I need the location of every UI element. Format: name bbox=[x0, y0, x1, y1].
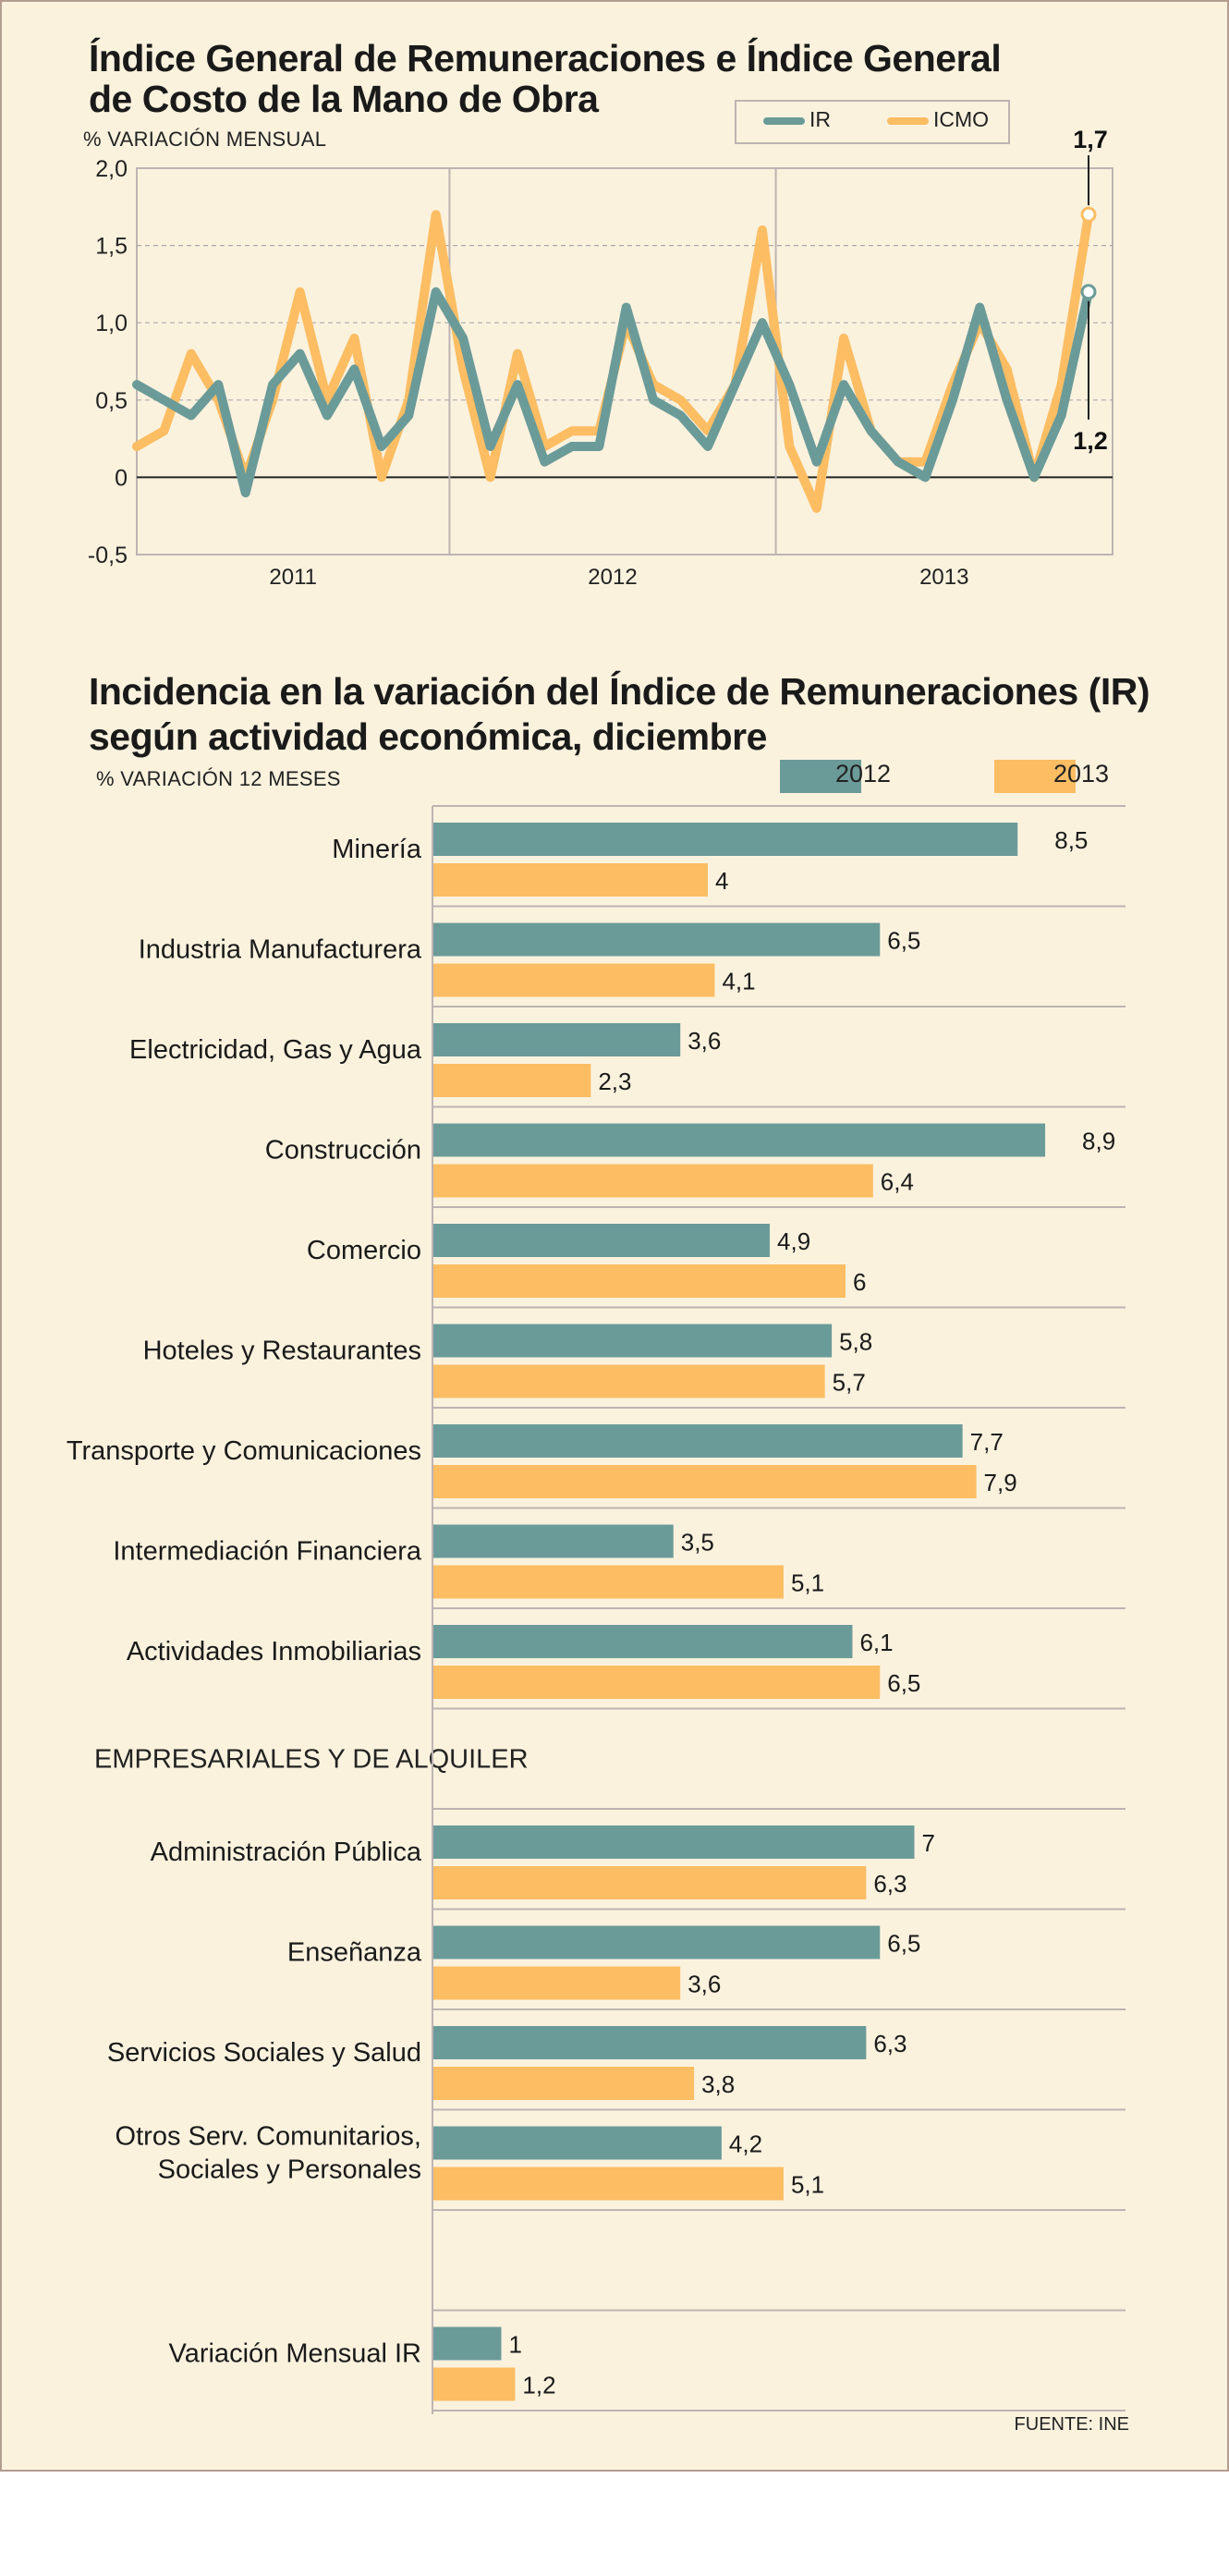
x-year-label: 2013 bbox=[919, 565, 968, 590]
legend-icmo-swatch bbox=[887, 117, 929, 125]
y-tick-label: 2,0 bbox=[95, 156, 128, 182]
icmo-callout-label: 1,7 bbox=[1073, 126, 1108, 153]
series-line-ir bbox=[132, 287, 1093, 498]
legend-ir-label: IR bbox=[809, 107, 831, 131]
line-chart-ylabel: % VARIACIÓN MENSUAL bbox=[83, 128, 327, 151]
bar-chart-xlabel: % VARIACIÓN 12 MESES bbox=[96, 767, 341, 790]
plot-frame bbox=[136, 167, 1113, 555]
ir-callout-label: 1,2 bbox=[1073, 427, 1108, 455]
legend-2013-label: 2013 bbox=[1053, 760, 1110, 787]
legend-2012-label: 2012 bbox=[835, 760, 892, 787]
source-note: FUENTE: INE bbox=[1014, 2414, 1129, 2435]
legend-icmo-label: ICMO bbox=[933, 107, 990, 131]
legend-2012-swatch bbox=[780, 760, 861, 793]
y-tick-label: 1,0 bbox=[95, 311, 128, 336]
y-tick-label: 0,5 bbox=[95, 388, 128, 414]
legend-ir-swatch bbox=[763, 117, 805, 125]
legend-2013-swatch bbox=[994, 760, 1076, 793]
line-chart-title-line2: de Costo de la Mano de Obra bbox=[89, 78, 599, 120]
ir-end-marker bbox=[1080, 284, 1097, 300]
line-chart-title-line1: Índice General de Remuneraciones e Índic… bbox=[89, 37, 1002, 79]
y-tick-label: -0,5 bbox=[88, 543, 128, 568]
y-tick-label: 0 bbox=[115, 465, 128, 491]
icmo-end-marker bbox=[1080, 206, 1097, 223]
x-year-label: 2012 bbox=[588, 565, 637, 590]
x-year-label: 2011 bbox=[269, 565, 317, 590]
bar-chart-title-line1: Incidencia en la variación del Índice de… bbox=[89, 670, 1150, 713]
y-tick-label: 1,5 bbox=[95, 234, 128, 260]
bar-chart-title-line2: según actividad económica, diciembre bbox=[89, 715, 767, 758]
line-chart: -0,5 0 0,5 1,0 1,5 2,0 2011 2012 2013 1,7 1,2 bbox=[88, 126, 1113, 590]
